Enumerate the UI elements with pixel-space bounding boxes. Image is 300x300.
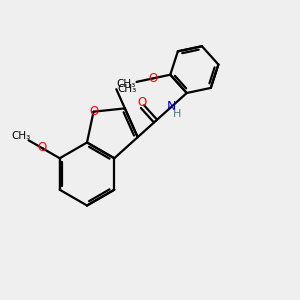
Text: O: O bbox=[38, 141, 47, 154]
Text: CH₃: CH₃ bbox=[117, 79, 136, 89]
Text: O: O bbox=[89, 105, 98, 118]
Text: O: O bbox=[138, 96, 147, 109]
Text: H: H bbox=[173, 109, 182, 119]
Text: CH₃: CH₃ bbox=[118, 84, 137, 94]
Text: CH₃: CH₃ bbox=[11, 131, 30, 141]
Text: O: O bbox=[148, 72, 158, 85]
Text: N: N bbox=[167, 100, 176, 113]
